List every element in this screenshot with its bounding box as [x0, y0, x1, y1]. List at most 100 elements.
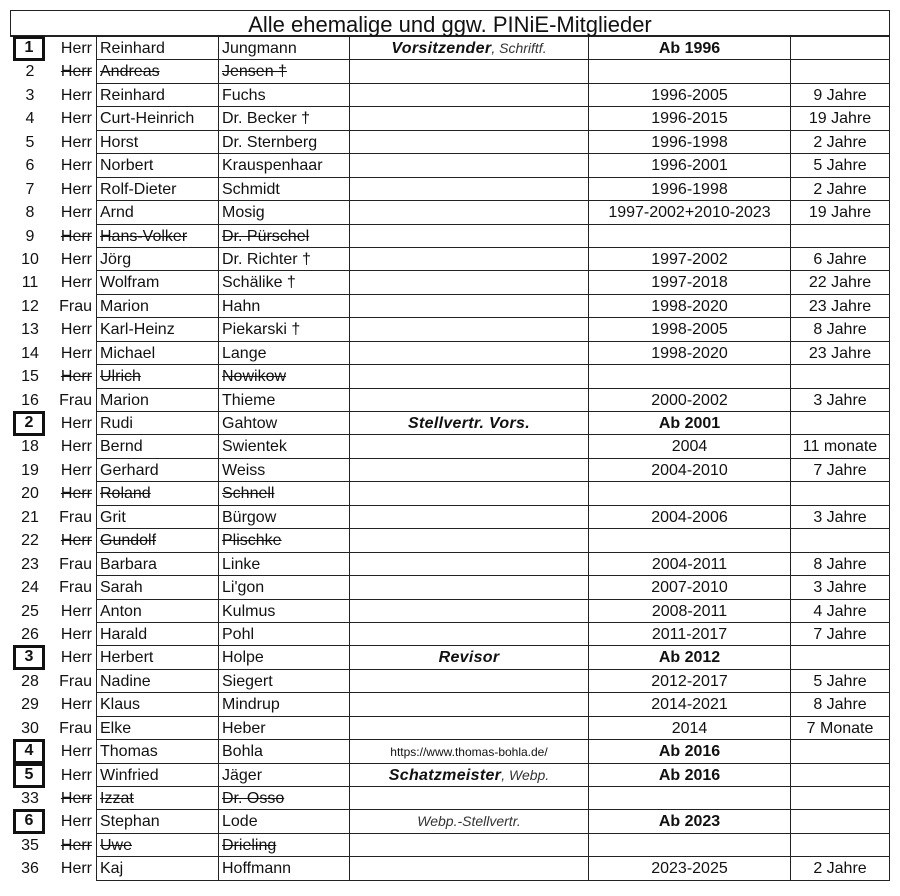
member-number: 14 — [21, 344, 39, 362]
first-name: Wolfram — [96, 271, 218, 295]
member-number: 16 — [21, 391, 39, 409]
member-number: 20 — [21, 485, 39, 503]
first-name: Klaus — [96, 693, 218, 717]
role-cell: Schatzmeister, Webp. — [349, 763, 588, 787]
first-name: Andreas — [96, 60, 218, 84]
last-name: Dr. Sternberg — [218, 130, 349, 155]
role-note: , Schriftf. — [491, 40, 547, 56]
role-cell — [349, 833, 588, 858]
table-row: 36 Herr Kaj Hoffmann 2023-2025 2 Jahre — [10, 857, 890, 881]
membership-duration — [790, 787, 890, 811]
last-name: Fuchs — [218, 83, 349, 108]
salutation: Herr — [60, 344, 92, 362]
salutation: Herr — [60, 649, 92, 667]
member-number: 22 — [21, 532, 39, 550]
role-title: Vorsitzender — [391, 40, 492, 57]
membership-duration: 11 monate — [790, 435, 890, 459]
salutation: Herr — [60, 766, 92, 784]
first-name: Bernd — [96, 435, 218, 459]
salutation: Frau — [59, 672, 92, 690]
table-row: 11 Herr Wolfram Schälike † 1997-2018 22 Jahre — [10, 271, 890, 295]
role-cell — [349, 130, 588, 155]
role-cell — [349, 505, 588, 530]
current-member-number: 6 — [13, 809, 45, 835]
member-number: 7 — [25, 180, 35, 198]
membership-duration: 3 Jahre — [790, 388, 890, 412]
first-name: Harald — [96, 622, 218, 647]
membership-period — [588, 224, 790, 248]
member-number: 6 — [25, 157, 35, 175]
membership-duration: 8 Jahre — [790, 693, 890, 717]
salutation: Frau — [59, 297, 92, 315]
first-name: Nadine — [96, 669, 218, 694]
table-row: 30 Frau Elke Heber 2014 7 Monate — [10, 716, 890, 741]
first-name: Marion — [96, 294, 218, 319]
table-row: 14 Herr Michael Lange 1998-2020 23 Jahre — [10, 341, 890, 366]
table-row: 29 Herr Klaus Mindrup 2014-2021 8 Jahre — [10, 693, 890, 717]
last-name: Li'gon — [218, 576, 349, 600]
role-cell — [349, 201, 588, 225]
membership-duration — [790, 482, 890, 506]
role-cell — [349, 482, 588, 506]
first-name: Marion — [96, 388, 218, 412]
table-row: 33 Herr Izzat Dr. Osso — [10, 787, 890, 811]
membership-duration: 2 Jahre — [790, 130, 890, 155]
membership-duration — [790, 810, 890, 834]
first-name: Karl-Heinz — [96, 318, 218, 342]
table-row: 8 Herr Arnd Mosig 1997-2002+2010-2023 19 Jahr… — [10, 201, 890, 225]
last-name: Dr. Richter † — [218, 247, 349, 272]
membership-duration: 6 Jahre — [790, 247, 890, 272]
table-row: 5 Herr Winfried Jäger Schatzmeister, Webp. Ab… — [10, 762, 890, 788]
last-name: Dr. Osso — [218, 787, 349, 811]
role-cell — [349, 318, 588, 342]
role-title: Stellvertr. Vors. — [408, 415, 530, 432]
role-cell — [349, 224, 588, 248]
salutation: Herr — [60, 63, 92, 81]
member-number: 18 — [21, 438, 39, 456]
table-title: Alle ehemalige und ggw. PINiE-Mitglieder — [10, 10, 890, 37]
membership-period: 2000-2002 — [588, 388, 790, 412]
role-title: Schatzmeister — [388, 766, 502, 784]
role-cell — [349, 458, 588, 483]
last-name: Dr. Becker † — [218, 107, 349, 131]
first-name: Norbert — [96, 154, 218, 178]
salutation: Frau — [59, 391, 92, 409]
membership-duration: 7 Jahre — [790, 622, 890, 647]
membership-duration — [790, 365, 890, 389]
membership-period: 2014-2021 — [588, 693, 790, 717]
table-row: 2 Herr Andreas Jensen † — [10, 60, 890, 84]
table-row: 13 Herr Karl-Heinz Piekarski † 1998-2005 8 Ja… — [10, 318, 890, 342]
member-number: 11 — [21, 274, 39, 292]
first-name: Stephan — [96, 810, 218, 834]
table-row: 9 Herr Hans-Volker Dr. Pürschel — [10, 224, 890, 248]
role-cell — [349, 693, 588, 717]
salutation: Herr — [60, 743, 92, 761]
membership-duration: 7 Monate — [790, 716, 890, 741]
role-title: Revisor — [438, 649, 500, 667]
member-number: 13 — [21, 321, 39, 339]
membership-duration: 8 Jahre — [790, 318, 890, 342]
membership-duration: 8 Jahre — [790, 552, 890, 577]
role-cell — [349, 154, 588, 178]
table-row: 25 Herr Anton Kulmus 2008-2011 4 Jahre — [10, 599, 890, 623]
membership-period: 2014 — [588, 716, 790, 741]
member-number: 35 — [21, 836, 39, 854]
salutation: Frau — [59, 579, 92, 597]
membership-period: 1998-2005 — [588, 318, 790, 342]
table-row: 3 Herr Herbert Holpe Revisor Ab 2012 — [10, 645, 890, 671]
last-name: Heber — [218, 716, 349, 741]
membership-duration — [790, 529, 890, 553]
role-cell — [349, 177, 588, 202]
membership-duration: 5 Jahre — [790, 669, 890, 694]
membership-duration: 23 Jahre — [790, 341, 890, 366]
table-row: 28 Frau Nadine Siegert 2012-2017 5 Jahre — [10, 669, 890, 694]
first-name: Izzat — [96, 787, 218, 811]
first-name: Rolf-Dieter — [96, 177, 218, 202]
membership-period — [588, 482, 790, 506]
first-name: Roland — [96, 482, 218, 506]
membership-duration: 22 Jahre — [790, 271, 890, 295]
role-cell: Revisor — [349, 646, 588, 670]
membership-period — [588, 60, 790, 84]
member-number: 12 — [21, 297, 39, 315]
table-row: 4 Herr Thomas Bohla https://www.thomas-bohla… — [10, 739, 890, 765]
